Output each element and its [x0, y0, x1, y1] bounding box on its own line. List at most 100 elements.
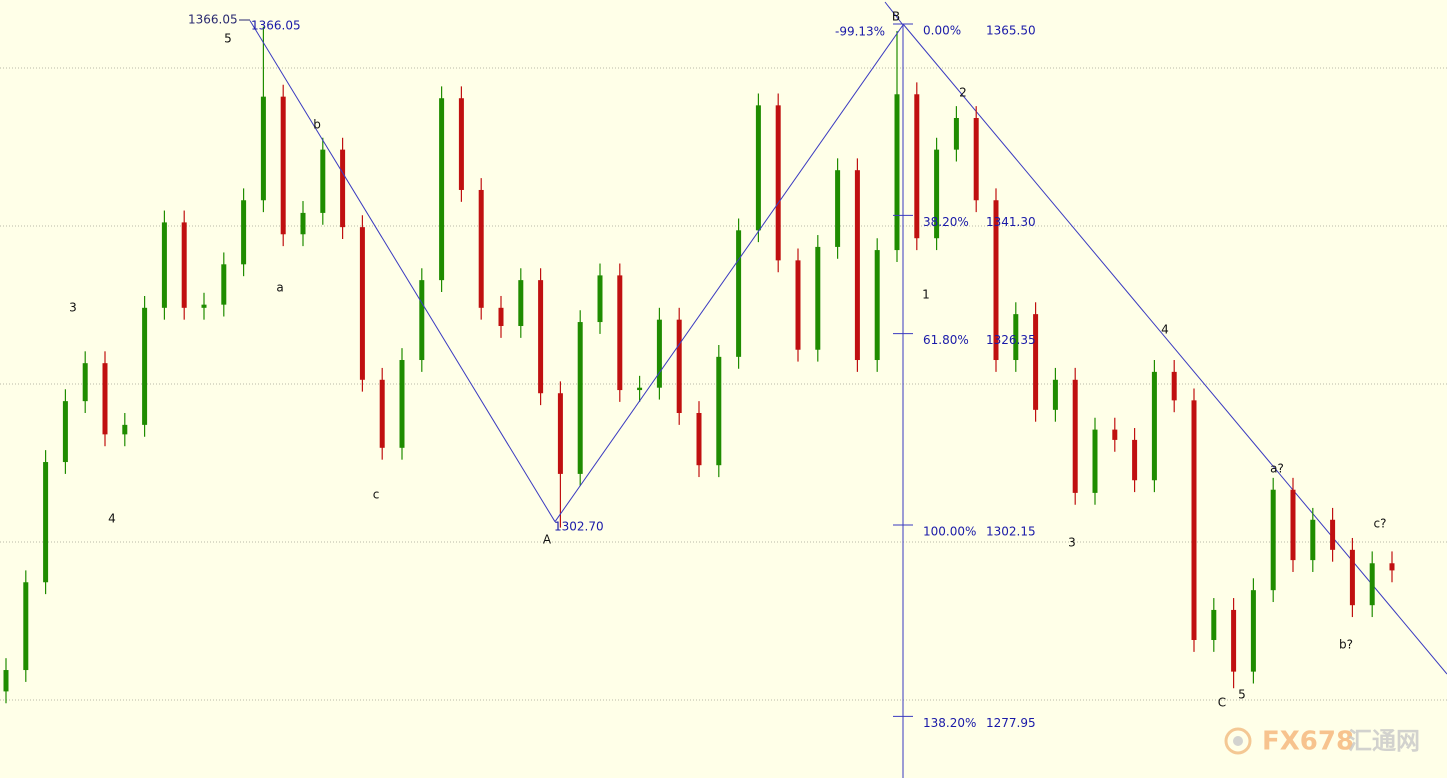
wave-label: 1 — [922, 288, 930, 302]
price-marker: 1366.05 — [188, 13, 238, 27]
wave-label: c? — [1374, 517, 1387, 531]
candle-body — [221, 264, 227, 305]
logo — [1233, 736, 1243, 746]
candle-body — [716, 356, 722, 466]
candle-body — [340, 149, 346, 228]
wave-label: 4 — [108, 512, 116, 526]
wave-label: c — [373, 488, 380, 502]
candle-body — [379, 379, 385, 448]
watermark-brand: FX678 — [1262, 727, 1354, 757]
watermark-name: 汇通网 — [1348, 727, 1420, 755]
candle-body — [775, 105, 781, 261]
candle-body — [1211, 609, 1217, 640]
candle-body — [656, 319, 662, 388]
candle-body — [934, 149, 940, 239]
candle-body — [894, 94, 900, 251]
wave-label: b — [313, 118, 321, 132]
candle-body — [201, 304, 207, 308]
wave-label: 5 — [224, 32, 232, 46]
candle-body — [1013, 314, 1019, 361]
candle-body — [142, 307, 148, 425]
candles — [3, 26, 1395, 704]
candle-body — [1171, 371, 1177, 401]
candle-body — [1033, 314, 1039, 410]
fib-ratio: 38.20% — [923, 215, 969, 229]
candle-body — [439, 98, 445, 281]
candle-body — [1290, 489, 1296, 561]
wave-label: 5 — [1238, 688, 1246, 702]
candle-body — [320, 149, 326, 213]
candle-body — [43, 462, 49, 583]
candle-body — [260, 96, 266, 201]
candle-body — [854, 170, 860, 361]
wave-label: 4 — [1161, 323, 1169, 337]
trend-line — [902, 23, 1447, 675]
candle-body — [795, 260, 801, 350]
candle-body — [1072, 379, 1078, 493]
wave-label: 3 — [69, 301, 77, 315]
candle-body — [914, 94, 920, 239]
candle-body — [1369, 563, 1375, 606]
candle-body — [1191, 400, 1197, 640]
wave-line — [249, 20, 556, 522]
candle-body — [1112, 429, 1118, 440]
wave-label: 3 — [1068, 536, 1076, 550]
candle-body — [419, 280, 425, 361]
fib-price: 1365.50 — [986, 24, 1036, 38]
wave-label: 2 — [959, 86, 967, 100]
candle-body — [597, 275, 603, 323]
candle-body — [241, 200, 247, 265]
candle-body — [359, 227, 365, 380]
candle-body — [102, 363, 108, 435]
retracement-label: -99.13% — [835, 25, 885, 39]
candle-body — [953, 118, 959, 150]
wave-label: b? — [1339, 638, 1353, 652]
candle-body — [1231, 609, 1237, 672]
fib-ratio: 61.80% — [923, 333, 969, 347]
candle-body — [280, 96, 286, 235]
candle-body — [1330, 519, 1336, 550]
logo — [1224, 727, 1252, 755]
candle-body — [874, 250, 880, 361]
fib-price: 1277.95 — [986, 716, 1036, 730]
fib-price: 1341.30 — [986, 215, 1036, 229]
candle-body — [676, 319, 682, 414]
wave-line — [554, 24, 904, 522]
candle-body — [538, 280, 544, 394]
wave-label: a? — [1270, 462, 1284, 476]
candle-body — [1250, 590, 1256, 672]
candle-body — [181, 222, 187, 308]
wave-label: C — [1218, 696, 1226, 710]
pivot-label: 1366.05 — [251, 19, 301, 33]
candle-body — [23, 582, 29, 671]
candle-body — [161, 222, 167, 308]
candle-body — [122, 424, 128, 435]
candle-body — [755, 105, 761, 231]
candle-body — [82, 363, 88, 402]
candle-body — [557, 393, 563, 474]
candle-body — [498, 307, 504, 327]
overlay: 1366.05 1302.70 1366.05 -99.13% 0.00% 1365.50… — [69, 1, 1387, 730]
candle-body — [62, 401, 68, 463]
candle-body — [1389, 563, 1395, 571]
candle-body — [815, 246, 821, 350]
candle-body — [3, 670, 9, 692]
candle-body — [1270, 489, 1276, 591]
fib-ratio: 138.20% — [923, 716, 976, 730]
candle-body — [1151, 371, 1157, 481]
fib-ratio: 100.00% — [923, 525, 976, 539]
candle-body — [973, 118, 979, 201]
candle-body — [835, 170, 841, 247]
wave-label: B — [892, 10, 900, 24]
candle-body — [518, 280, 524, 327]
pivot-label: 1302.70 — [554, 520, 604, 534]
candle-body — [1052, 379, 1058, 410]
candle-body — [399, 360, 405, 448]
candle-body — [637, 387, 643, 391]
fib-price: 1326.35 — [986, 333, 1036, 347]
candle-body — [1349, 549, 1355, 606]
candle-body — [993, 200, 999, 361]
fib-ratio: 0.00% — [923, 24, 961, 38]
candle-body — [696, 413, 702, 466]
